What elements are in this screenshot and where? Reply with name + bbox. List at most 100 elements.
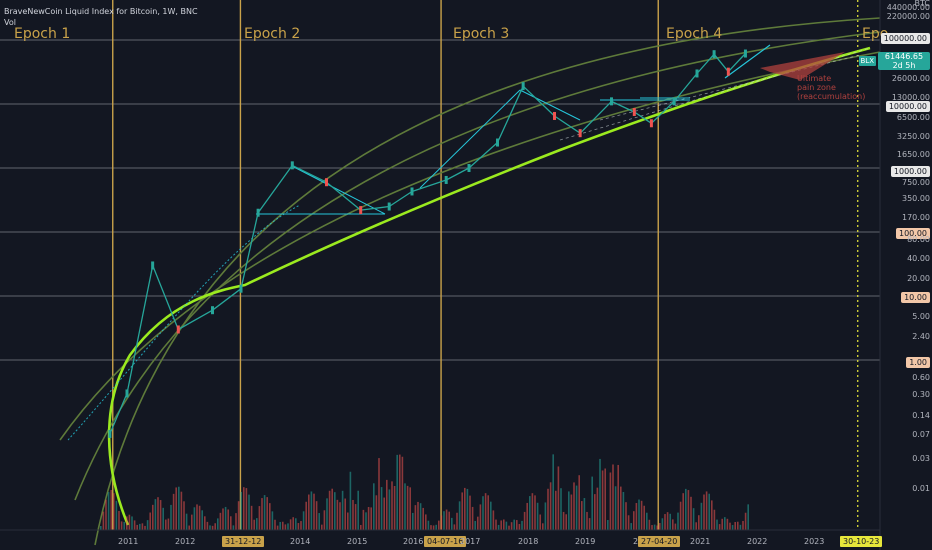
volume-bar	[477, 517, 479, 530]
volume-bar	[147, 520, 149, 530]
volume-bar	[708, 494, 710, 530]
volume-bar	[233, 525, 235, 530]
volume-bar	[646, 513, 648, 530]
volume-bar	[209, 525, 211, 530]
volume-bar	[157, 497, 159, 530]
volume-bar	[131, 516, 133, 530]
volume-bar	[615, 486, 617, 530]
volume-bar	[474, 521, 476, 530]
volume-bar	[321, 525, 323, 530]
y-tick-label: 2.40	[884, 332, 930, 341]
volume-bar	[222, 508, 224, 530]
price-point	[610, 97, 613, 105]
volume-bar	[191, 515, 193, 530]
volume-bar	[542, 523, 544, 530]
volume-bar	[732, 525, 734, 530]
volume-bar	[256, 518, 258, 530]
y-tick-label: 6500.00	[884, 113, 930, 122]
y-tick-label: 350.00	[884, 194, 930, 203]
volume-bar	[285, 524, 287, 530]
volume-bar	[469, 496, 471, 530]
volume-bar	[240, 492, 242, 530]
volume-bar	[597, 488, 599, 530]
volume-bar	[490, 502, 492, 530]
symbol-badge: BLX	[859, 56, 877, 66]
price-point	[673, 97, 676, 105]
volume-bar	[363, 510, 365, 530]
volume-bar	[667, 512, 669, 530]
y-tick-label: 0.07	[884, 430, 930, 439]
volume-bar	[617, 465, 619, 530]
volume-bar	[563, 512, 565, 530]
volume-bar	[675, 524, 677, 530]
volume-bar	[503, 519, 505, 530]
volume-bar	[721, 519, 723, 530]
volume-bar	[201, 510, 203, 530]
volume-bar	[342, 491, 344, 530]
volume-bar	[339, 502, 341, 530]
volume-bar	[152, 505, 154, 530]
volume-bar	[747, 504, 749, 530]
volume-bar	[545, 502, 547, 530]
y-tick-label: 1.00	[906, 357, 930, 368]
volume-bar	[565, 514, 567, 530]
volume-bar	[391, 481, 393, 530]
volume-bar	[703, 494, 705, 530]
y-tick-label: 26000.00	[884, 74, 930, 83]
volume-bar	[287, 523, 289, 530]
x-tick-label: 2023	[804, 537, 824, 546]
volume-bar	[303, 511, 305, 530]
volume-bar	[118, 511, 120, 530]
volume-bar	[438, 521, 440, 530]
volume-bar	[331, 489, 333, 530]
volume-bar	[168, 519, 170, 530]
volume-bar	[516, 520, 518, 530]
volume-bar	[259, 506, 261, 530]
chart-header: BraveNewCoin Liquid Index for Bitcoin, 1…	[4, 6, 198, 28]
volume-bar	[394, 486, 396, 530]
y-tick-label: 220000.00	[884, 12, 930, 21]
volume-bar	[360, 525, 362, 530]
volume-bar	[433, 525, 435, 530]
volume-bar	[422, 508, 424, 530]
volume-bar	[170, 505, 172, 530]
pattern-line-3	[420, 90, 520, 188]
volume-bar	[461, 492, 463, 530]
volume-bar	[212, 526, 214, 530]
volume-bar	[742, 521, 744, 530]
x-tick-label: 30-10-23	[840, 536, 882, 547]
volume-bar	[630, 523, 632, 530]
pattern-line-2	[292, 166, 385, 214]
y-tick-label: 40.00	[884, 254, 930, 263]
volume-bar	[641, 501, 643, 530]
y-tick-label: 0.03	[884, 454, 930, 463]
volume-bar	[407, 486, 409, 530]
volume-bar	[555, 491, 557, 530]
price-series-line	[110, 54, 746, 434]
volume-bar	[714, 510, 716, 530]
y-tick-label: 10000.00	[886, 101, 930, 112]
volume-bar	[498, 525, 500, 530]
price-point	[650, 119, 653, 127]
volume-bar	[386, 480, 388, 530]
volume-bar	[506, 522, 508, 530]
volume-bar	[495, 520, 497, 530]
volume-bar	[417, 502, 419, 530]
volume-bar	[246, 488, 248, 530]
volume-bar	[552, 454, 554, 530]
volume-bar	[662, 518, 664, 530]
y-tick-label: 10.00	[901, 292, 930, 303]
price-point	[496, 139, 499, 147]
price-point	[727, 68, 730, 76]
volume-bar	[586, 512, 588, 530]
rainbow-arc-middle	[75, 32, 880, 500]
volume-bar	[266, 497, 268, 530]
volume-bar	[313, 494, 315, 530]
volume-bar	[334, 492, 336, 530]
volume-bar	[311, 491, 313, 530]
volume-bar	[521, 521, 523, 530]
volume-bar	[573, 482, 575, 530]
y-tick-label: 5.00	[884, 312, 930, 321]
x-tick-label: 2016	[403, 537, 423, 546]
